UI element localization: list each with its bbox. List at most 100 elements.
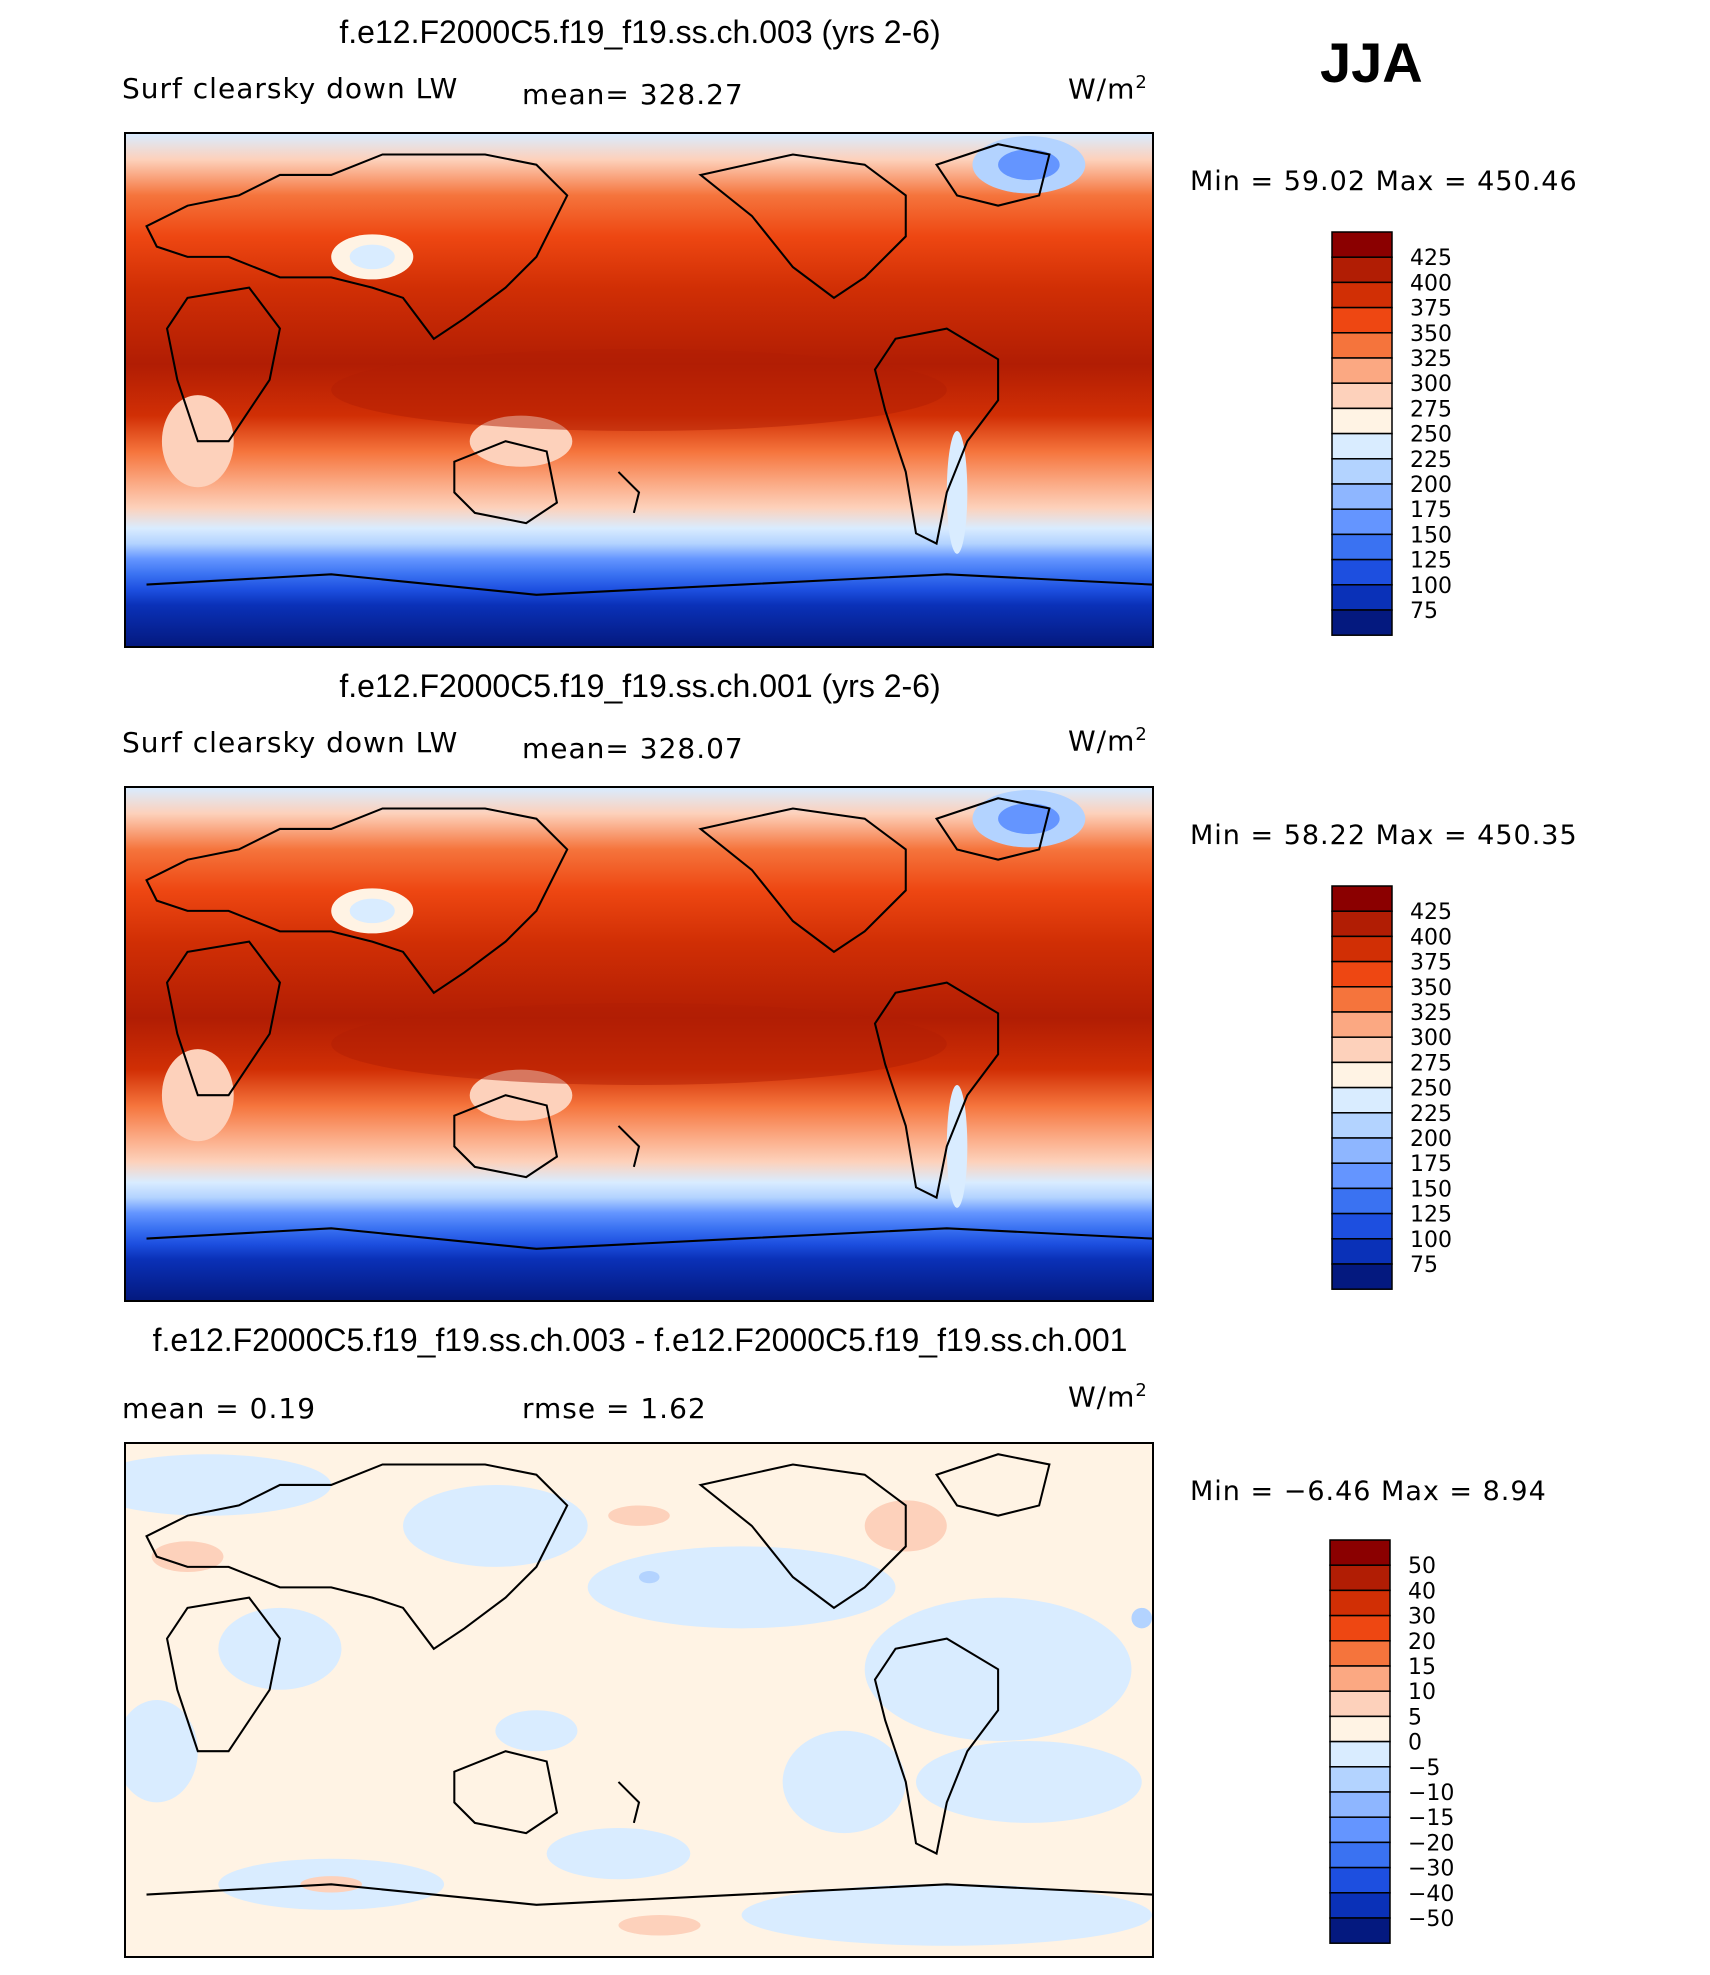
colorbar-swatch — [1329, 1816, 1391, 1844]
colorbar-tick-label: 100 — [1410, 574, 1452, 599]
colorbar-tick-label: 5 — [1408, 1705, 1422, 1730]
colorbar-swatch — [1331, 281, 1393, 309]
colorbar-tick-label: 200 — [1410, 1127, 1452, 1152]
panel-2-colorbar: 425 400 375 350 325 300 275 250 225 200 175 150 125 1… — [1330, 884, 1480, 1294]
panel-2-title: f.e12.F2000C5.f19_f19.ss.ch.001 (yrs 2-6… — [339, 668, 941, 704]
colorbar-swatch — [1329, 1791, 1391, 1818]
colorbar-tick-label: 100 — [1410, 1228, 1452, 1253]
panel-1-colorbar: 425 400 375 350 325 300 275 250 225 200 175 150 125 1… — [1330, 230, 1480, 640]
colorbar-tick-label: −10 — [1408, 1781, 1454, 1806]
panel-3-units: W/m2 — [1068, 1380, 1148, 1414]
panel-2-mean-label: mean= 328.07 — [522, 732, 744, 765]
colorbar-swatch — [1329, 1841, 1391, 1869]
panel-2-colorbar-svg: 4254003753503253002752502252001751501251… — [1331, 885, 1452, 1290]
colorbar-swatch — [1331, 483, 1393, 510]
colorbar-swatch — [1331, 332, 1393, 359]
colorbar-tick-label: 275 — [1410, 1051, 1452, 1076]
colorbar-swatch — [1329, 1740, 1391, 1768]
colorbar-swatch — [1331, 1212, 1393, 1240]
colorbar-swatch — [1331, 357, 1393, 384]
colorbar-swatch — [1329, 1614, 1391, 1642]
colorbar-swatch — [1331, 1011, 1393, 1038]
colorbar-tick-label: 350 — [1410, 322, 1452, 347]
colorbar-swatch — [1329, 1866, 1391, 1894]
colorbar-tick-label: 30 — [1408, 1605, 1436, 1630]
colorbar-tick-label: 325 — [1410, 347, 1452, 372]
colorbar-swatch — [1329, 1766, 1391, 1793]
colorbar-tick-label: 225 — [1410, 448, 1452, 473]
colorbar-swatch — [1331, 885, 1393, 912]
colorbar-tick-label: 125 — [1410, 1203, 1452, 1228]
panel-2-field — [126, 788, 1152, 1300]
colorbar-swatch — [1331, 306, 1393, 334]
colorbar-tick-label: −20 — [1408, 1831, 1454, 1856]
colorbar-swatch — [1331, 1086, 1393, 1114]
colorbar-swatch — [1331, 935, 1393, 963]
colorbar-tick-label: 425 — [1410, 246, 1452, 271]
colorbar-swatch — [1329, 1640, 1391, 1667]
colorbar-swatch — [1331, 1162, 1393, 1190]
panel-3-minmax: Min = −6.46 Max = 8.94 — [1190, 1476, 1547, 1507]
colorbar-tick-label: 400 — [1410, 925, 1452, 950]
panel-1-title: f.e12.F2000C5.f19_f19.ss.ch.003 (yrs 2-6… — [339, 14, 941, 50]
colorbar-tick-label: 375 — [1410, 297, 1452, 322]
panel-3-title: f.e12.F2000C5.f19_f19.ss.ch.003 - f.e12.… — [152, 1322, 1128, 1358]
panel-1-minmax: Min = 59.02 Max = 450.46 — [1190, 166, 1578, 197]
colorbar-swatch — [1331, 558, 1393, 586]
panel-1-map — [124, 132, 1154, 648]
colorbar-tick-label: 275 — [1410, 397, 1452, 422]
panel-1-field — [126, 134, 1152, 646]
colorbar-swatch — [1329, 1917, 1391, 1944]
colorbar-swatch — [1331, 609, 1393, 636]
colorbar-tick-label: 40 — [1408, 1579, 1436, 1604]
panel-3-map — [124, 1442, 1154, 1958]
colorbar-tick-label: −50 — [1408, 1907, 1454, 1932]
colorbar-swatch — [1331, 382, 1393, 410]
colorbar-tick-label: 400 — [1410, 271, 1452, 296]
colorbar-tick-label: 20 — [1408, 1630, 1436, 1655]
panel-2-minmax: Min = 58.22 Max = 450.35 — [1190, 820, 1578, 851]
colorbar-tick-label: 325 — [1410, 1001, 1452, 1026]
colorbar-tick-label: 150 — [1410, 1177, 1452, 1202]
panel-2-variable-label: Surf clearsky down LW — [122, 726, 459, 759]
colorbar-tick-label: −15 — [1408, 1806, 1454, 1831]
colorbar-tick-label: 250 — [1410, 1077, 1452, 1102]
colorbar-tick-label: 225 — [1410, 1102, 1452, 1127]
colorbar-tick-label: 425 — [1410, 900, 1452, 925]
colorbar-tick-label: 75 — [1410, 1253, 1438, 1278]
colorbar-tick-label: 350 — [1410, 976, 1452, 1001]
colorbar-swatch — [1331, 986, 1393, 1013]
season-label: JJA — [1320, 31, 1423, 94]
colorbar-swatch — [1331, 407, 1393, 435]
colorbar-swatch — [1331, 1137, 1393, 1164]
colorbar-swatch — [1331, 1238, 1393, 1265]
colorbar-swatch — [1329, 1539, 1391, 1566]
colorbar-tick-label: 300 — [1410, 1026, 1452, 1051]
colorbar-tick-label: −5 — [1408, 1756, 1440, 1781]
colorbar-swatch — [1331, 1187, 1393, 1215]
panel-3-colorbar: 50 40 30 20 15 10 5 0 −5 −10 −15 −20 −30 −40 −50 — [1328, 1538, 1478, 1948]
colorbar-tick-label: 375 — [1410, 951, 1452, 976]
colorbar-tick-label: 250 — [1410, 423, 1452, 448]
colorbar-swatch — [1331, 256, 1393, 284]
colorbar-swatch — [1331, 231, 1393, 258]
colorbar-swatch — [1331, 1036, 1393, 1064]
colorbar-tick-label: 0 — [1408, 1731, 1422, 1756]
colorbar-swatch — [1329, 1665, 1391, 1692]
colorbar-swatch — [1331, 584, 1393, 611]
panel-1-colorbar-svg: 4254003753503253002752502252001751501251… — [1331, 231, 1452, 636]
panel-1-mean-label: mean= 328.27 — [522, 78, 744, 111]
panel-3-mean-label: mean = 0.19 — [122, 1392, 317, 1425]
panel-3-rmse-label: rmse = 1.62 — [522, 1392, 707, 1425]
colorbar-tick-label: 300 — [1410, 372, 1452, 397]
colorbar-swatch — [1331, 508, 1393, 536]
colorbar-tick-label: −30 — [1408, 1857, 1454, 1882]
colorbar-tick-label: 75 — [1410, 599, 1438, 624]
colorbar-swatch — [1331, 960, 1393, 988]
colorbar-swatch — [1331, 533, 1393, 561]
colorbar-tick-label: 175 — [1410, 1152, 1452, 1177]
colorbar-swatch — [1331, 432, 1393, 460]
colorbar-tick-label: 200 — [1410, 473, 1452, 498]
colorbar-swatch — [1331, 1112, 1393, 1139]
